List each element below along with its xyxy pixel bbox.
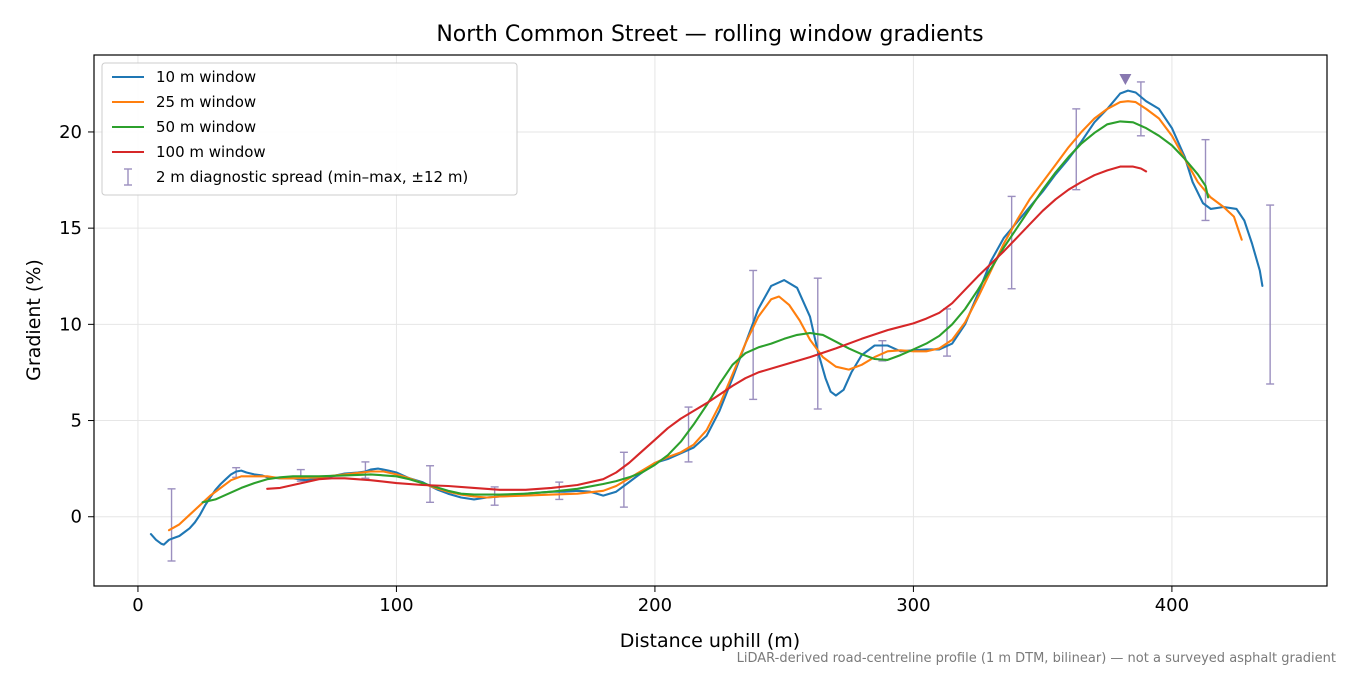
- legend-label-1: 25 m window: [156, 93, 256, 111]
- x-tick-label: 100: [379, 595, 413, 616]
- series-lines: [149, 89, 1264, 546]
- y-axis-ticks: 0 5 10 15 20: [59, 122, 94, 528]
- legend-box: [101, 62, 518, 196]
- x-tick-label: 0: [132, 595, 143, 616]
- peak-marker: [1119, 74, 1132, 86]
- series-line-1: [167, 100, 1243, 532]
- chart-title: North Common Street — rolling window gra…: [436, 22, 983, 47]
- x-tick-label: 400: [1155, 595, 1189, 616]
- y-tick-label: 20: [59, 122, 82, 143]
- y-axis-label: Gradient (%): [23, 259, 45, 381]
- y-tick-label: 10: [59, 314, 82, 335]
- y-tick-label: 0: [71, 507, 82, 528]
- legend-label-errorbars: 2 m diagnostic spread (min–max, ±12 m): [156, 168, 468, 186]
- plot-frame: [93, 54, 1328, 587]
- x-axis-ticks: 0 100 200 300 400: [132, 586, 1189, 616]
- series-line-2: [201, 120, 1210, 504]
- legend-label-0: 10 m window: [156, 68, 256, 86]
- footnote: LiDAR-derived road-centreline profile (1…: [736, 651, 1336, 666]
- peak-marker-layer: [1119, 74, 1132, 86]
- legend-label-2: 50 m window: [156, 118, 256, 136]
- x-tick-label: 200: [638, 595, 672, 616]
- x-axis-label: Distance uphill (m): [620, 630, 800, 652]
- diagnostic-errorbars: [167, 81, 1275, 562]
- legend: 10 m window 25 m window 50 m window 100 m w…: [101, 62, 518, 196]
- y-tick-label: 15: [59, 218, 82, 239]
- legend-label-3: 100 m window: [156, 143, 266, 161]
- series-line-3: [266, 165, 1148, 491]
- x-tick-label: 300: [896, 595, 930, 616]
- y-tick-label: 5: [71, 411, 82, 432]
